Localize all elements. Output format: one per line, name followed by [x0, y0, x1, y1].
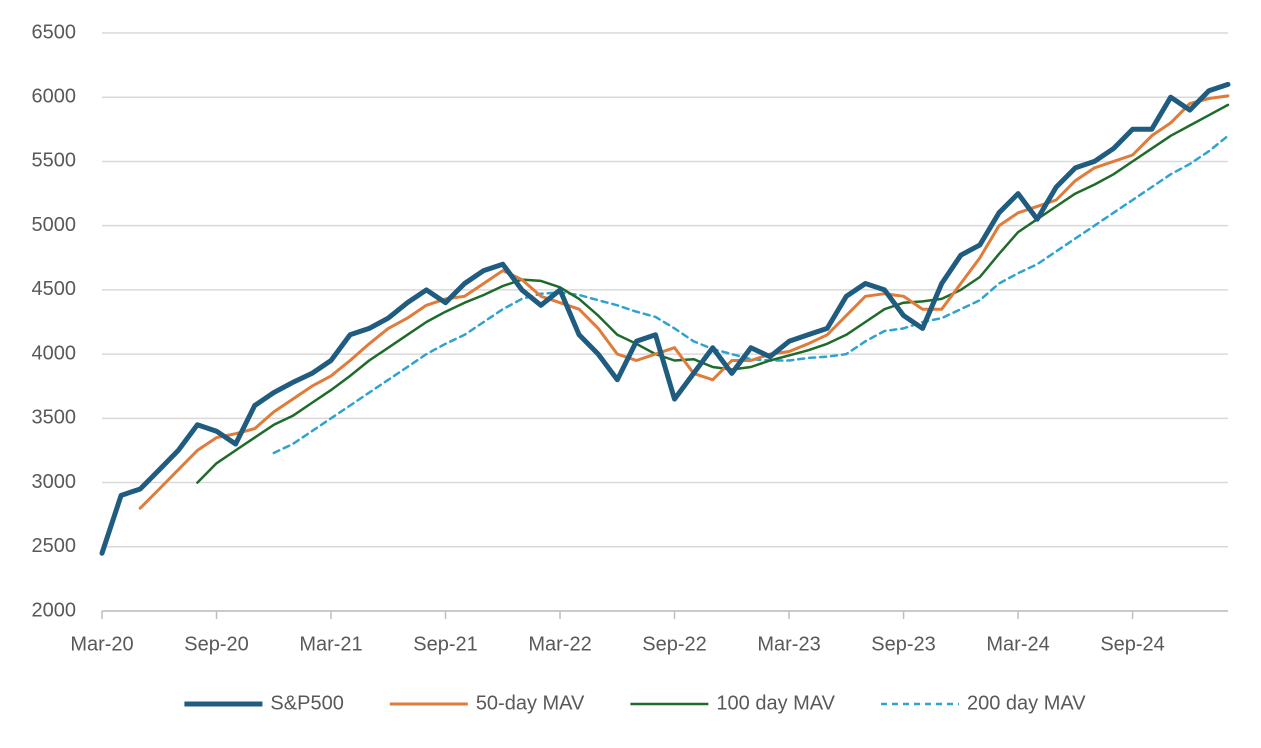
y-tick-label: 4000 — [32, 342, 77, 364]
x-tick-label: Sep-21 — [413, 633, 478, 655]
legend: S&P500 50-day MAV 100 day MAV 200 day MAV — [184, 692, 1086, 714]
x-tick-label: Sep-22 — [642, 633, 707, 655]
series-line — [272, 134, 1230, 455]
y-tick-label: 2500 — [32, 535, 77, 557]
x-tick-label: Mar-23 — [757, 633, 820, 655]
series-line — [138, 94, 1230, 510]
y-tick-label: 3500 — [32, 407, 77, 429]
x-tick-label: Sep-24 — [1100, 633, 1165, 655]
series-line — [196, 103, 1230, 484]
legend-label: S&P500 — [270, 692, 343, 714]
x-tick-label: Mar-21 — [299, 633, 362, 655]
y-tick-label: 6500 — [32, 21, 77, 43]
y-tick-label: 6000 — [32, 86, 77, 108]
x-tick-label: Mar-22 — [528, 633, 591, 655]
legend-label: 200 day MAV — [967, 692, 1086, 714]
x-tick-label: Sep-23 — [871, 633, 936, 655]
y-tick-label: 5500 — [32, 150, 77, 172]
legend-label: 50-day MAV — [476, 692, 585, 714]
y-tick-label: 5000 — [32, 214, 77, 236]
x-tick-label: Mar-24 — [986, 633, 1049, 655]
x-tick-label: Sep-20 — [184, 633, 249, 655]
legend-label: 100 day MAV — [716, 692, 835, 714]
x-tick-label: Mar-20 — [70, 633, 133, 655]
series-line — [99, 81, 1231, 556]
y-tick-label: 2000 — [32, 599, 77, 621]
y-tick-label: 4500 — [32, 278, 77, 300]
y-tick-label: 3000 — [32, 471, 77, 493]
